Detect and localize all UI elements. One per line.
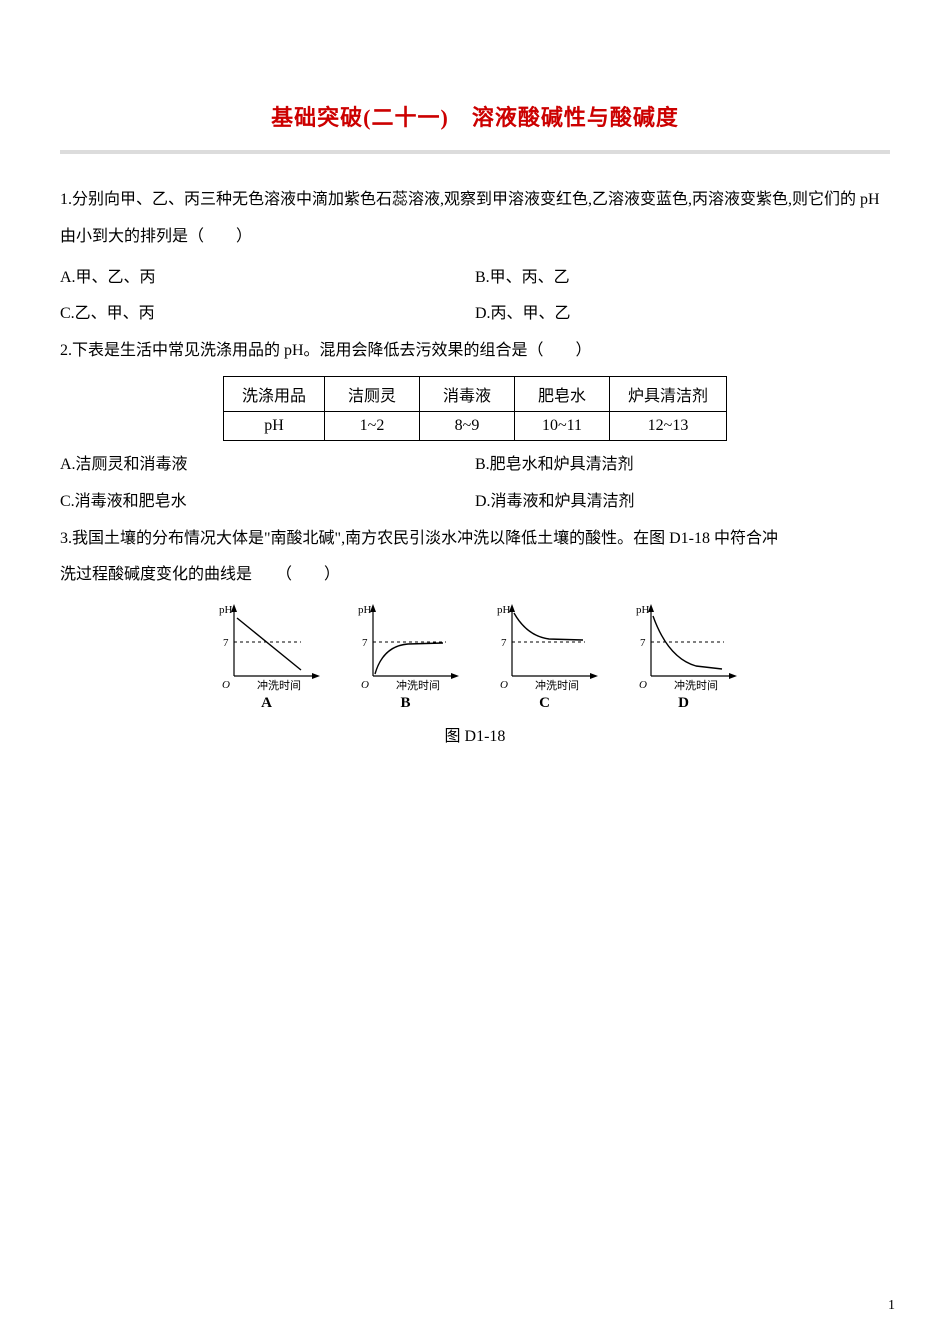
td-c2: 8~9 [420,411,515,440]
td-c3: 10~11 [515,411,610,440]
q2-optC: C.消毒液和肥皂水 [60,484,475,521]
th-c1: 洁厕灵 [325,376,420,411]
question-2: 2.下表是生活中常见洗涤用品的 pH。混用会降低去污效果的组合是（ ） [60,333,890,370]
q3-stem-line2: 洗过程酸碱度变化的曲线是 （ ） [60,557,890,594]
origin-label: O [222,679,230,691]
th-c2: 消毒液 [420,376,515,411]
q2-options-row1: A.洁厕灵和消毒液 B.肥皂水和炉具清洁剂 [60,447,890,484]
q2-optA: A.洁厕灵和消毒液 [60,447,475,484]
question-3: 3.我国土壤的分布情况大体是"南酸北碱",南方农民引淡水冲洗以降低土壤的酸性。在… [60,521,890,595]
q1-optD: D.丙、甲、乙 [475,296,890,333]
th-c4: 炉具清洁剂 [610,376,727,411]
y-label: pH [497,604,511,616]
chart-A-svg: pH 7 O 冲洗时间 [209,598,324,693]
chart-C-label: C [539,695,550,712]
th-c3: 肥皂水 [515,376,610,411]
q2-options-row2: C.消毒液和肥皂水 D.消毒液和炉具清洁剂 [60,484,890,521]
chart-B: pH 7 O 冲洗时间 B [348,598,463,712]
q1-options-row1: A.甲、乙、丙 B.甲、丙、乙 [60,260,890,297]
table-row: pH 1~2 8~9 10~11 12~13 [223,411,726,440]
page-title: 基础突破(二十一) 溶液酸碱性与酸碱度 [60,100,890,132]
q1-optB: B.甲、丙、乙 [475,260,890,297]
chart-C-svg: pH 7 O 冲洗时间 [487,598,602,693]
x-label: 冲洗时间 [257,678,301,692]
chart-A-label: A [261,695,272,712]
origin-label: O [361,679,369,691]
origin-label: O [500,679,508,691]
seven-label: 7 [362,637,368,649]
td-c1: 1~2 [325,411,420,440]
q3-stem-line1: 3.我国土壤的分布情况大体是"南酸北碱",南方农民引淡水冲洗以降低土壤的酸性。在… [60,521,890,558]
table-row: 洗涤用品 洁厕灵 消毒液 肥皂水 炉具清洁剂 [223,376,726,411]
question-1: 1.分别向甲、乙、丙三种无色溶液中滴加紫色石蕊溶液,观察到甲溶液变红色,乙溶液变… [60,182,890,256]
chart-A: pH 7 O 冲洗时间 A [209,598,324,712]
q1-options-row2: C.乙、甲、丙 D.丙、甲、乙 [60,296,890,333]
seven-label: 7 [223,637,229,649]
y-label: pH [636,604,650,616]
chart-C: pH 7 O 冲洗时间 C [487,598,602,712]
seven-label: 7 [501,637,507,649]
page-number: 1 [888,1298,895,1314]
seven-label: 7 [640,637,646,649]
chart-B-label: B [400,695,410,712]
q2-optD: D.消毒液和炉具清洁剂 [475,484,890,521]
td-ph: pH [223,411,324,440]
td-c4: 12~13 [610,411,727,440]
origin-label: O [639,679,647,691]
q2-stem: 2.下表是生活中常见洗涤用品的 pH。混用会降低去污效果的组合是（ ） [60,342,592,359]
ph-table: 洗涤用品 洁厕灵 消毒液 肥皂水 炉具清洁剂 pH 1~2 8~9 10~11 … [223,376,727,441]
chart-B-svg: pH 7 O 冲洗时间 [348,598,463,693]
x-label: 冲洗时间 [674,678,718,692]
q1-stem: 1.分别向甲、乙、丙三种无色溶液中滴加紫色石蕊溶液,观察到甲溶液变红色,乙溶液变… [60,191,880,245]
th-product: 洗涤用品 [223,376,324,411]
charts-row: pH 7 O 冲洗时间 A pH 7 O 冲洗时间 B [60,598,890,712]
chart-D-label: D [678,695,689,712]
q2-optB: B.肥皂水和炉具清洁剂 [475,447,890,484]
x-label: 冲洗时间 [535,678,579,692]
divider [60,150,890,154]
y-label: pH [358,604,372,616]
x-label: 冲洗时间 [396,678,440,692]
y-label: pH [219,604,233,616]
figure-caption: 图 D1-18 [60,722,890,746]
chart-D-svg: pH 7 O 冲洗时间 [626,598,741,693]
q1-optA: A.甲、乙、丙 [60,260,475,297]
q1-optC: C.乙、甲、丙 [60,296,475,333]
chart-D: pH 7 O 冲洗时间 D [626,598,741,712]
